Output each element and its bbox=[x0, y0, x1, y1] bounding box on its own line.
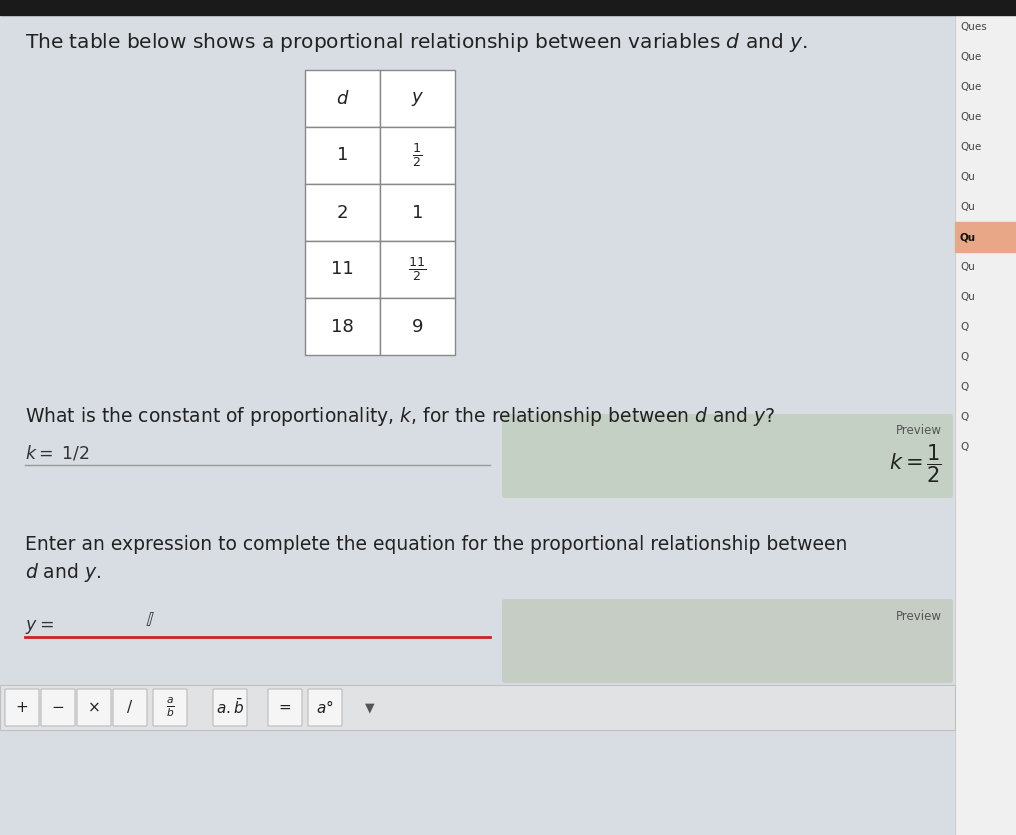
FancyBboxPatch shape bbox=[113, 689, 147, 726]
Text: 11: 11 bbox=[331, 261, 354, 279]
Text: Que: Que bbox=[960, 142, 981, 152]
FancyBboxPatch shape bbox=[153, 689, 187, 726]
FancyBboxPatch shape bbox=[5, 689, 39, 726]
Text: 18: 18 bbox=[331, 317, 354, 336]
Text: Ques: Ques bbox=[960, 22, 987, 32]
Text: ▼: ▼ bbox=[365, 701, 375, 714]
Text: Enter an expression to complete the equation for the proportional relationship b: Enter an expression to complete the equa… bbox=[25, 535, 847, 554]
FancyBboxPatch shape bbox=[308, 689, 342, 726]
FancyBboxPatch shape bbox=[268, 689, 302, 726]
Text: Que: Que bbox=[960, 52, 981, 62]
FancyBboxPatch shape bbox=[41, 689, 75, 726]
Text: $\mathit{y}$: $\mathit{y}$ bbox=[410, 89, 424, 108]
FancyBboxPatch shape bbox=[213, 689, 247, 726]
Text: Preview: Preview bbox=[896, 610, 942, 623]
Text: The table below shows a proportional relationship between variables $\mathit{d}$: The table below shows a proportional rel… bbox=[25, 31, 808, 53]
Bar bbox=[380, 184, 455, 241]
Text: $a.\bar{b}$: $a.\bar{b}$ bbox=[216, 698, 244, 717]
Text: Qu: Qu bbox=[960, 262, 975, 272]
Text: $\mathit{d}$ and $\mathit{y}$.: $\mathit{d}$ and $\mathit{y}$. bbox=[25, 561, 101, 584]
Text: 9: 9 bbox=[411, 317, 424, 336]
Text: Qu: Qu bbox=[960, 172, 975, 182]
FancyBboxPatch shape bbox=[502, 414, 953, 498]
Text: Q: Q bbox=[960, 352, 968, 362]
Bar bbox=[0, 685, 955, 730]
Text: Qu: Qu bbox=[960, 292, 975, 302]
Text: 1: 1 bbox=[337, 146, 348, 164]
Bar bbox=[0, 0, 1016, 15]
Text: $\mathit{d}$: $\mathit{d}$ bbox=[335, 89, 350, 108]
FancyBboxPatch shape bbox=[77, 689, 111, 726]
Bar bbox=[305, 298, 380, 355]
Bar bbox=[955, 0, 1016, 835]
Text: $k = $ 1/2: $k = $ 1/2 bbox=[25, 443, 89, 463]
Text: Q: Q bbox=[960, 442, 968, 452]
Text: $\mathbb{I}$: $\mathbb{I}$ bbox=[145, 610, 154, 630]
Bar bbox=[305, 70, 380, 127]
Text: $\frac{1}{2}$: $\frac{1}{2}$ bbox=[412, 142, 423, 170]
Bar bbox=[380, 127, 455, 184]
Text: Q: Q bbox=[960, 382, 968, 392]
Text: 2: 2 bbox=[336, 204, 348, 221]
Text: Q: Q bbox=[960, 412, 968, 422]
Text: What is the constant of proportionality, $k$, for the relationship between $\mat: What is the constant of proportionality,… bbox=[25, 406, 775, 428]
Bar bbox=[955, 222, 1016, 252]
Text: 1: 1 bbox=[411, 204, 424, 221]
FancyBboxPatch shape bbox=[502, 599, 953, 683]
Text: =: = bbox=[278, 700, 292, 715]
Text: −: − bbox=[52, 700, 64, 715]
Bar bbox=[305, 241, 380, 298]
Text: Que: Que bbox=[960, 82, 981, 92]
Text: Q: Q bbox=[960, 322, 968, 332]
Text: Qu: Qu bbox=[960, 202, 975, 212]
Text: /: / bbox=[127, 700, 132, 715]
Text: $k=\dfrac{1}{2}$: $k=\dfrac{1}{2}$ bbox=[889, 443, 942, 485]
Text: $y=$: $y=$ bbox=[25, 618, 54, 636]
Text: Preview: Preview bbox=[896, 424, 942, 438]
Bar bbox=[305, 127, 380, 184]
Bar bbox=[305, 184, 380, 241]
Text: Qu: Qu bbox=[960, 232, 976, 242]
Text: $a°$: $a°$ bbox=[316, 699, 334, 716]
Text: $\frac{a}{b}$: $\frac{a}{b}$ bbox=[166, 696, 175, 719]
Text: +: + bbox=[15, 700, 28, 715]
Bar bbox=[380, 70, 455, 127]
Bar bbox=[380, 241, 455, 298]
Text: $\frac{11}{2}$: $\frac{11}{2}$ bbox=[408, 256, 427, 283]
Text: Que: Que bbox=[960, 112, 981, 122]
Bar bbox=[380, 298, 455, 355]
Text: ×: × bbox=[87, 700, 101, 715]
